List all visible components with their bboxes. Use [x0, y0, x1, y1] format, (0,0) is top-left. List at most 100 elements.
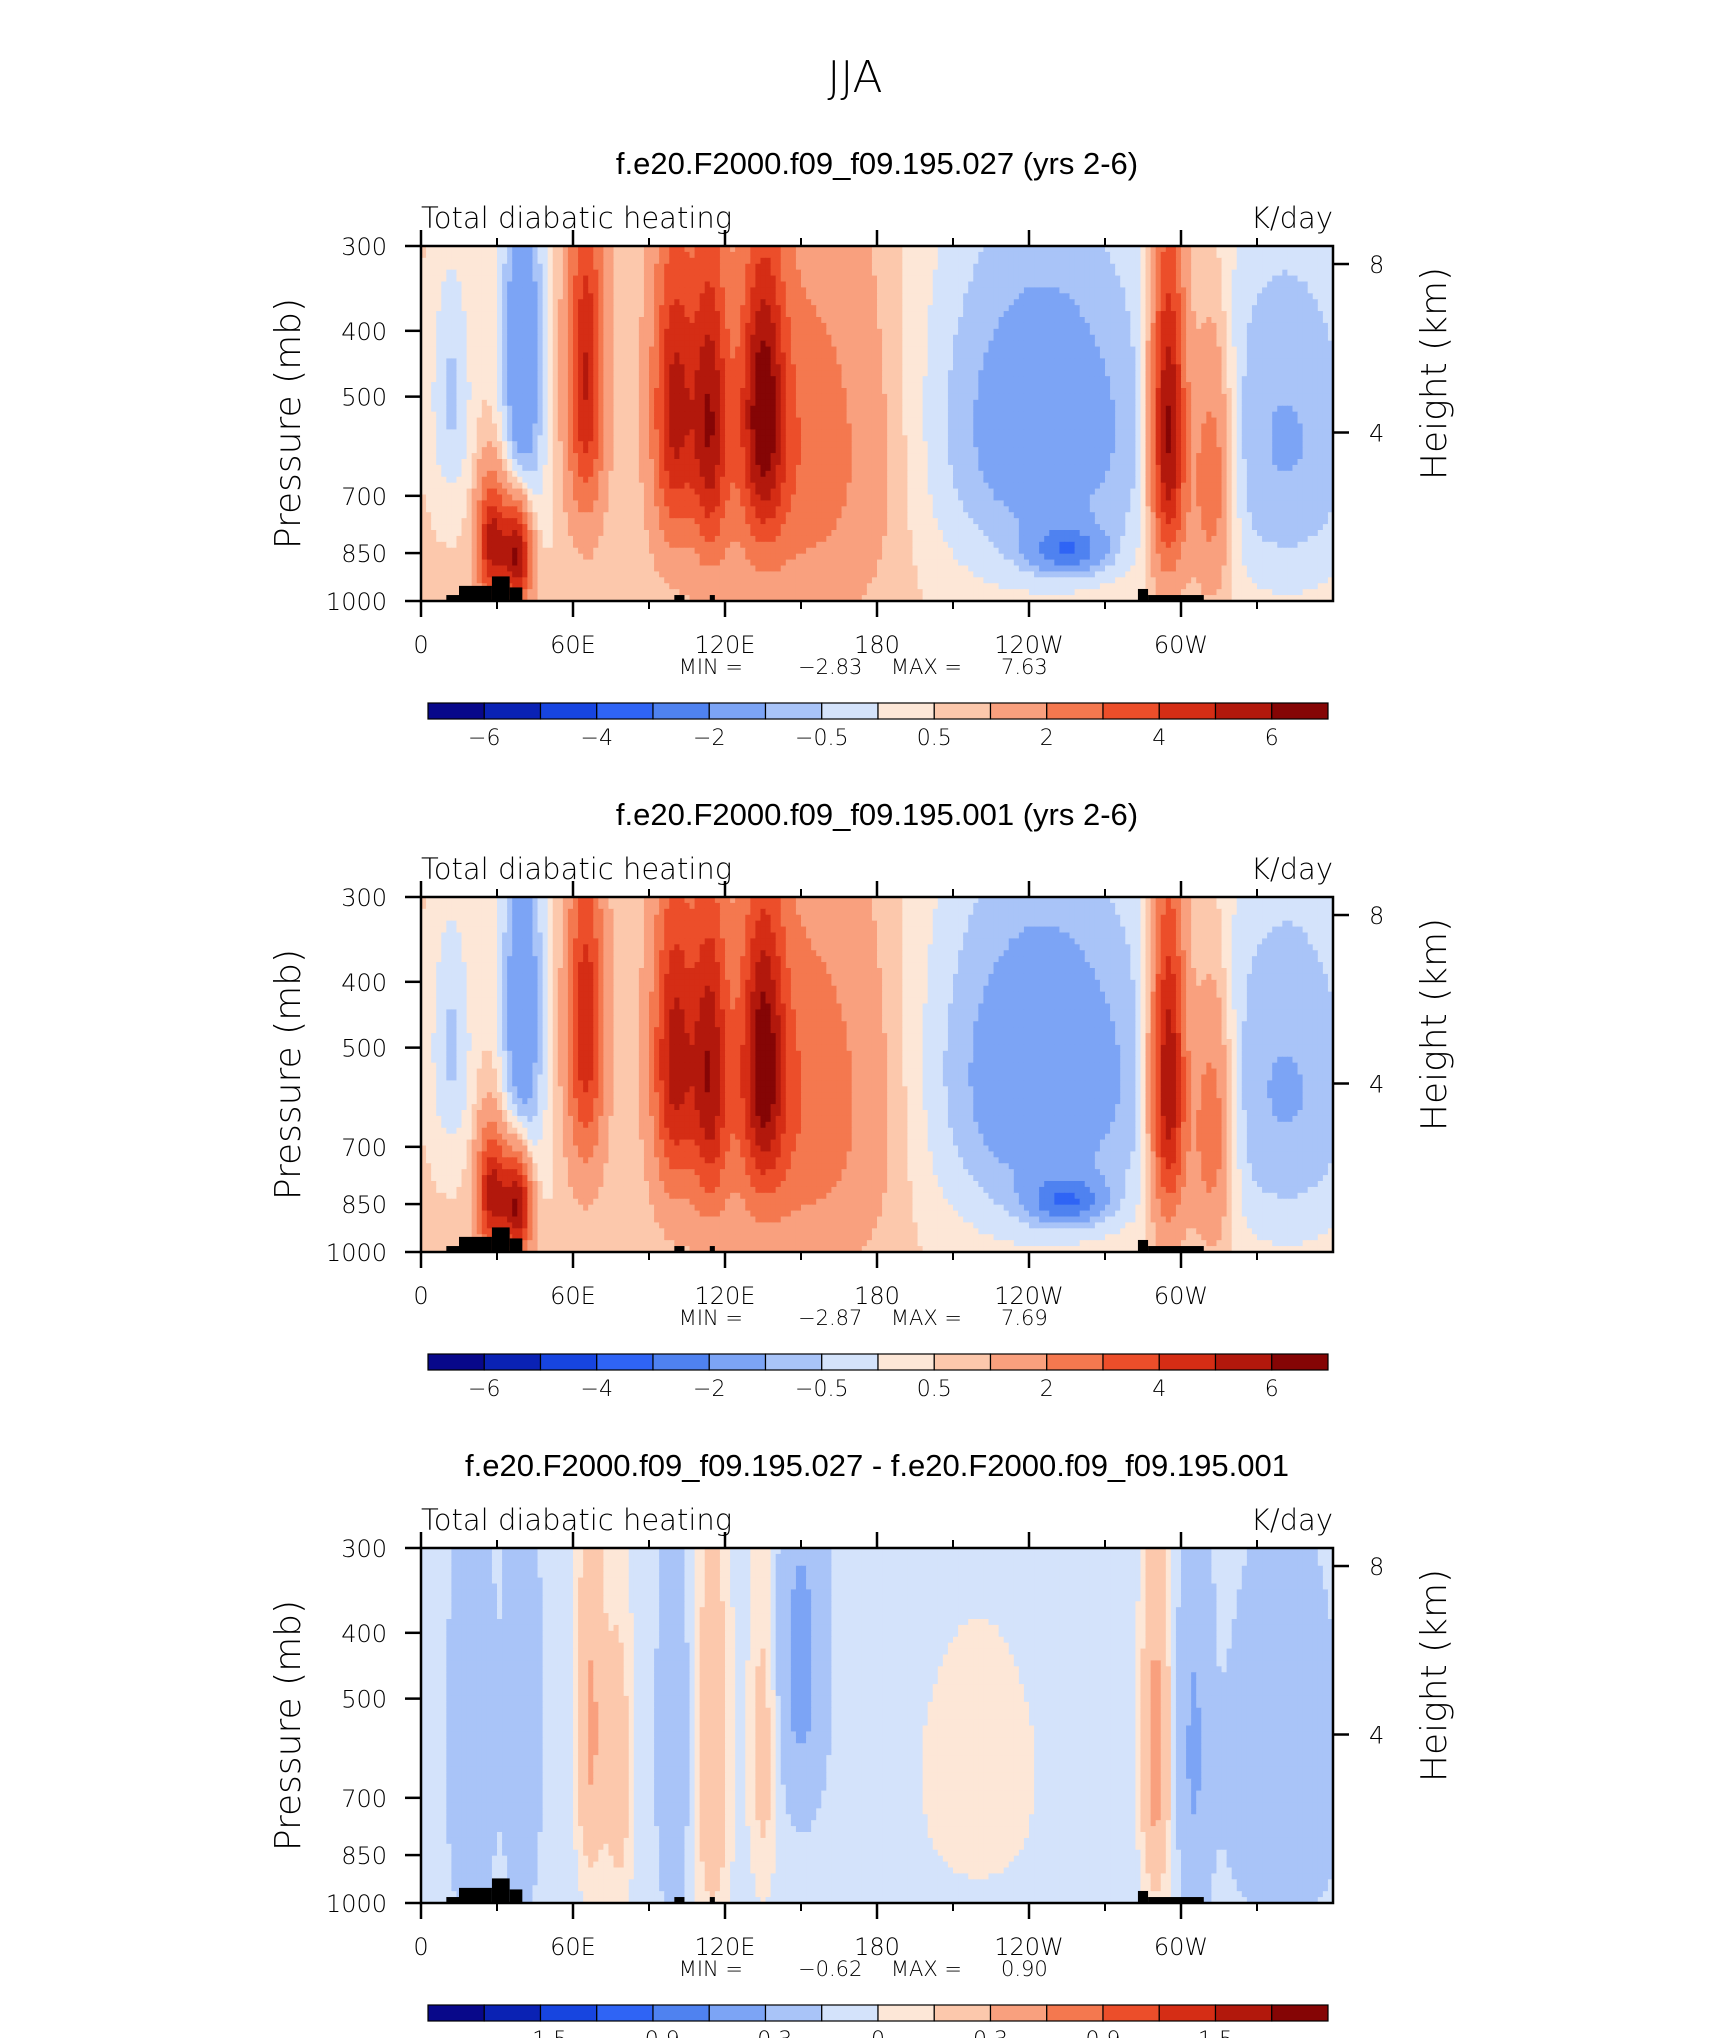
heatmap-cell	[674, 263, 680, 271]
heatmap-cell	[1272, 334, 1278, 342]
heatmap-cell	[1099, 346, 1106, 354]
heatmap-cell	[517, 317, 523, 324]
heatmap-cell	[512, 287, 518, 294]
heatmap-cell	[699, 311, 706, 318]
heatmap-cell	[861, 275, 868, 283]
heatmap-cell	[573, 287, 579, 294]
heatmap-cell	[790, 322, 797, 330]
heatmap-cell	[1044, 376, 1050, 383]
heatmap-cell	[573, 358, 579, 365]
heatmap-cell	[877, 322, 883, 330]
heatmap-cell	[887, 405, 893, 413]
heatmap-cell	[836, 370, 843, 377]
heatmap-cell	[1201, 287, 1207, 294]
heatmap-cell	[664, 299, 670, 306]
heatmap-cell	[887, 317, 893, 324]
heatmap-cell	[1049, 340, 1055, 348]
heatmap-cell	[1013, 275, 1020, 283]
heatmap-cell	[973, 281, 979, 289]
heatmap-cell	[1236, 287, 1243, 294]
heatmap-cell	[978, 322, 984, 330]
heatmap-cell	[1105, 364, 1111, 371]
heatmap-cell	[1267, 293, 1273, 300]
heatmap-cell	[562, 246, 569, 253]
heatmap-cell	[770, 388, 777, 395]
heatmap-cell	[1054, 251, 1060, 259]
heatmap-cell	[1084, 322, 1091, 330]
heatmap-cell	[1181, 340, 1187, 348]
heatmap-cell	[735, 376, 741, 383]
heatmap-cell	[603, 364, 610, 371]
heatmap-cell	[983, 269, 990, 277]
heatmap-cell	[486, 275, 493, 283]
heatmap-cell	[552, 257, 559, 265]
heatmap-cell	[861, 257, 868, 265]
heatmap-cell	[588, 399, 594, 407]
heatmap-cell	[750, 263, 756, 271]
heatmap-cell	[1049, 328, 1055, 336]
heatmap-cell	[1181, 263, 1187, 271]
heatmap-cell	[1099, 376, 1106, 383]
heatmap-cell	[1074, 299, 1081, 306]
heatmap-cell	[902, 251, 908, 259]
heatmap-cell	[1186, 246, 1192, 253]
heatmap-cell	[1327, 246, 1334, 253]
heatmap-cell	[471, 358, 478, 365]
heatmap-cell	[583, 293, 589, 300]
heatmap-cell	[552, 299, 559, 306]
heatmap-cell	[1186, 275, 1192, 283]
heatmap-cell	[714, 340, 721, 348]
heatmap-cell	[1302, 393, 1309, 401]
heatmap-cell	[1267, 281, 1273, 289]
heatmap-cell	[542, 358, 549, 365]
heatmap-cell	[547, 388, 554, 395]
heatmap-cell	[466, 370, 473, 377]
heatmap-cell	[486, 340, 493, 348]
heatmap-cell	[1302, 358, 1309, 365]
heatmap-cell	[522, 393, 528, 401]
heatmap-cell	[704, 334, 711, 342]
heatmap-cell	[562, 346, 569, 354]
heatmap-cell	[765, 263, 772, 271]
heatmap-cell	[491, 334, 498, 342]
heatmap-cell	[760, 346, 767, 354]
heatmap-cell	[562, 328, 569, 336]
heatmap-cell	[785, 328, 792, 336]
heatmap-cell	[1282, 299, 1288, 306]
heatmap-cell	[588, 299, 594, 306]
heatmap-cell	[790, 287, 797, 294]
heatmap-cell	[1175, 364, 1182, 371]
heatmap-cell	[608, 281, 615, 289]
heatmap-cell	[866, 328, 873, 336]
heatmap-cell	[1120, 269, 1126, 277]
heatmap-cell	[557, 269, 564, 277]
heatmap-cell	[1307, 334, 1314, 342]
heatmap-cell	[573, 275, 579, 283]
heatmap-cell	[871, 399, 878, 407]
heatmap-cell	[1262, 257, 1268, 265]
heatmap-cell	[547, 399, 554, 407]
heatmap-cell	[846, 388, 853, 395]
heatmap-cell	[562, 251, 569, 259]
heatmap-cell	[562, 263, 569, 271]
heatmap-cell	[1150, 352, 1157, 360]
heatmap-cell	[643, 393, 650, 401]
heatmap-cell	[522, 257, 528, 265]
heatmap-cell	[542, 251, 549, 259]
heatmap-cell	[527, 293, 534, 300]
heatmap-cell	[1191, 340, 1197, 348]
heatmap-cell	[1262, 399, 1268, 407]
heatmap-cell	[1236, 393, 1243, 401]
heatmap-cell	[1272, 311, 1278, 318]
heatmap-cell	[841, 352, 848, 360]
heatmap-cell	[461, 399, 468, 407]
heatmap-cell	[1175, 257, 1182, 265]
heatmap-cell	[968, 281, 974, 289]
heatmap-cell	[877, 275, 883, 283]
heatmap-cell	[1034, 287, 1040, 294]
heatmap-cell	[1277, 293, 1283, 300]
heatmap-cell	[537, 328, 544, 336]
heatmap-cell	[932, 287, 939, 294]
heatmap-cell	[745, 358, 751, 365]
heatmap-cell	[643, 311, 650, 318]
